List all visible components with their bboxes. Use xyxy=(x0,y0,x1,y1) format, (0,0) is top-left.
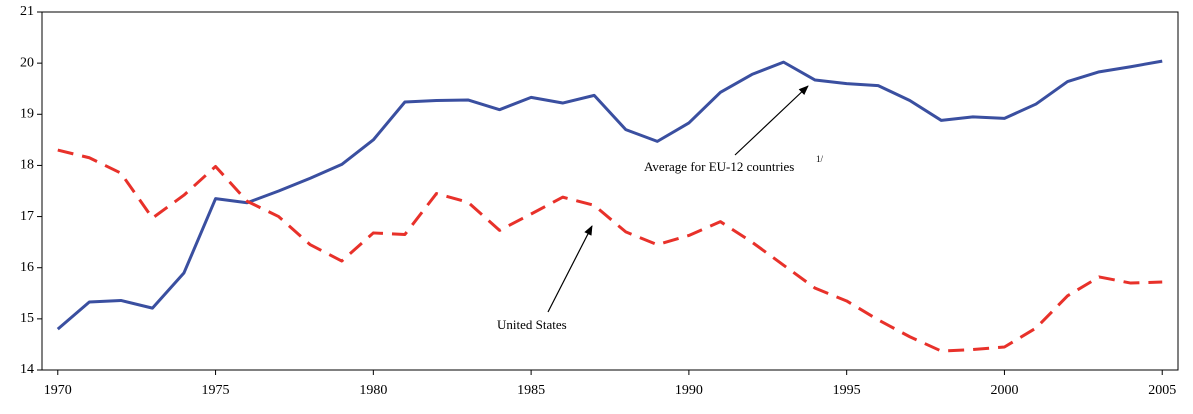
y-tick-label: 20 xyxy=(20,55,34,70)
y-tick-label: 21 xyxy=(20,4,34,19)
x-tick-label: 1985 xyxy=(517,383,545,398)
x-tick-label: 1975 xyxy=(202,383,230,398)
y-tick-label: 16 xyxy=(20,260,34,275)
x-tick-label: 1980 xyxy=(359,383,387,398)
plot-frame xyxy=(41,11,1179,371)
annotation-arrow xyxy=(734,85,809,156)
y-tick-label: 18 xyxy=(20,158,34,173)
annotation: United States xyxy=(497,317,567,332)
y-tick-label: 17 xyxy=(20,209,34,224)
y-tick-label: 14 xyxy=(20,362,34,377)
series-line xyxy=(56,59,1163,331)
annotation-superscript: 1/ xyxy=(816,154,824,164)
y-tick-label: 15 xyxy=(20,311,34,326)
x-tick-label: 1995 xyxy=(833,383,861,398)
y-tick-label: 19 xyxy=(20,107,34,122)
x-tick-label: 1990 xyxy=(675,383,703,398)
x-tick-label: 1970 xyxy=(44,383,72,398)
annotation-arrow xyxy=(547,225,593,313)
series-line xyxy=(57,148,1163,353)
x-tick-label: 2005 xyxy=(1148,383,1176,398)
x-tick-label: 2000 xyxy=(990,383,1018,398)
annotation: Average for EU-12 countries xyxy=(644,159,794,174)
